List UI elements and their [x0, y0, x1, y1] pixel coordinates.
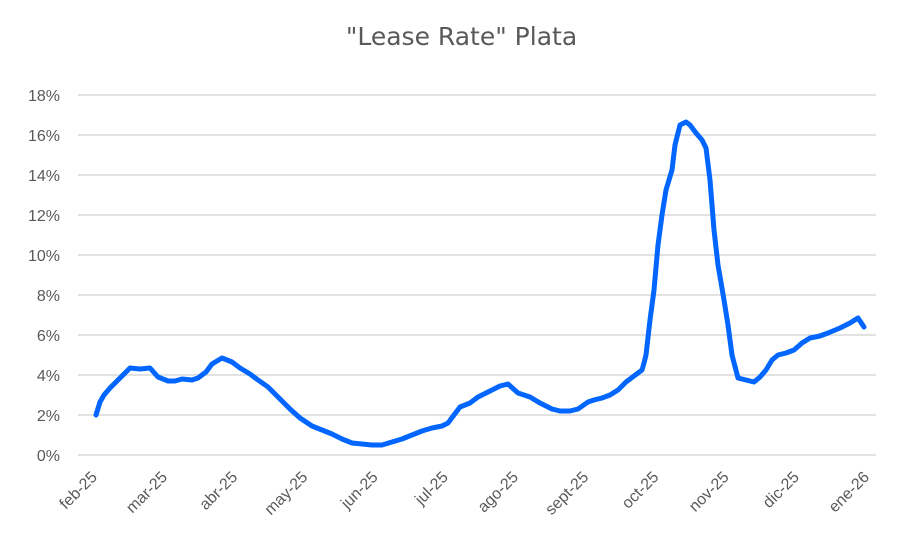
gridlines [78, 94, 876, 456]
x-tick-label: sept-25 [542, 469, 592, 519]
x-axis: feb-25 mar-25 abr-25 may-25 jun-25 jul-25 ago-… [57, 469, 873, 519]
y-tick-label: 6% [37, 328, 60, 345]
lease-rate-line [93, 119, 867, 448]
y-tick-label: 4% [37, 368, 60, 385]
y-tick-label: 2% [37, 408, 60, 425]
x-tick-label: jun-25 [337, 469, 381, 513]
y-axis: 0% 2% 4% 6% 8% 10% 12% 14% 16% 18% [28, 88, 60, 465]
y-tick-label: 8% [37, 288, 60, 305]
x-tick-label: nov-25 [686, 469, 733, 516]
x-tick-label: feb-25 [57, 469, 101, 513]
chart-title: "Lease Rate" Plata [345, 22, 578, 51]
x-tick-label: jul-25 [411, 469, 451, 509]
x-tick-label: may-25 [262, 469, 312, 519]
y-tick-label: 16% [28, 128, 60, 145]
x-tick-label: oct-25 [619, 469, 663, 513]
y-tick-label: 12% [28, 208, 60, 225]
y-tick-label: 14% [28, 168, 60, 185]
x-tick-label: dic-25 [760, 469, 803, 512]
y-tick-label: 0% [37, 448, 60, 465]
x-tick-label: mar-25 [123, 469, 171, 517]
x-tick-label: ago-25 [475, 469, 522, 516]
x-tick-label: abr-25 [197, 469, 242, 514]
x-tick-label: ene-26 [826, 469, 873, 516]
y-tick-label: 10% [28, 248, 60, 265]
y-tick-label: 18% [28, 88, 60, 105]
